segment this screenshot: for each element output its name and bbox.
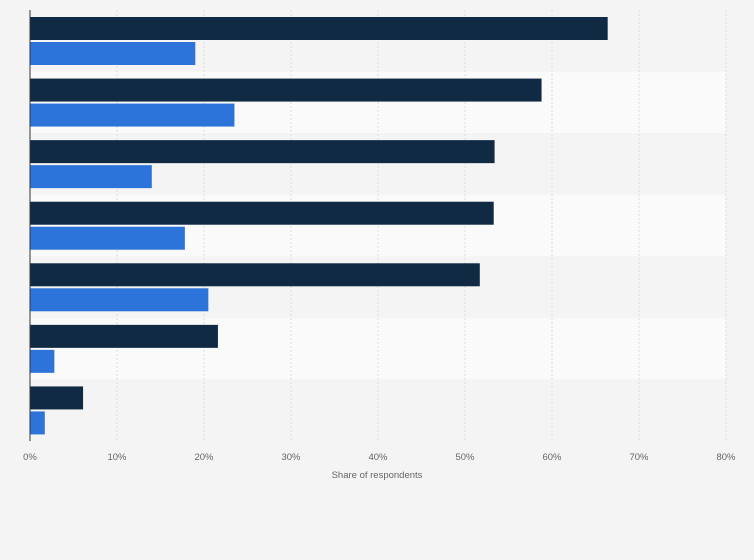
bar-series1	[30, 17, 608, 40]
x-tick-label: 70%	[629, 452, 649, 463]
bar-series2	[30, 103, 235, 127]
bar-series1	[30, 78, 542, 102]
x-axis-title: Share of respondents	[332, 470, 423, 481]
bar-series2	[30, 226, 185, 250]
x-tick-label: 50%	[455, 452, 475, 463]
x-tick-label: 80%	[716, 452, 736, 463]
bar-series2	[30, 288, 209, 312]
x-axis-ticks: 0% 10% 20% 30% 40% 50% 60% 70% 80%	[23, 452, 736, 463]
bar-series1	[30, 324, 218, 348]
bar-series2	[30, 42, 196, 65]
bar-series1	[30, 201, 494, 225]
x-tick-label: 10%	[107, 452, 127, 463]
bar-series1	[30, 386, 84, 410]
bar-series2	[30, 349, 55, 373]
bar-series2	[30, 411, 45, 435]
x-tick-label: 20%	[194, 452, 214, 463]
bars	[30, 17, 608, 435]
bar-series1	[30, 263, 480, 287]
bar-series1	[30, 140, 495, 164]
x-tick-label: 40%	[368, 452, 388, 463]
bar-series2	[30, 165, 152, 189]
x-tick-label: 30%	[281, 452, 301, 463]
x-tick-label: 60%	[542, 452, 562, 463]
x-tick-label: 0%	[23, 452, 37, 463]
